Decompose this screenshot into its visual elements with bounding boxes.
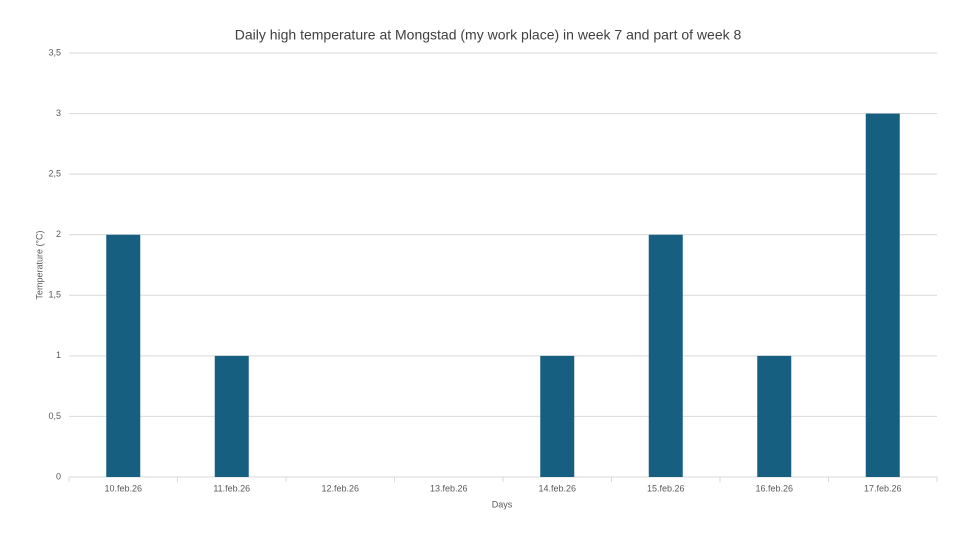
bar bbox=[757, 355, 792, 477]
y-tick-label: 1,5 bbox=[48, 290, 61, 300]
y-tick-label: 2,5 bbox=[48, 169, 61, 179]
bar bbox=[214, 355, 249, 477]
y-tick-label: 3 bbox=[56, 108, 61, 118]
x-tick-label: 15.feb.26 bbox=[647, 483, 685, 493]
x-tick-label: 16.feb.26 bbox=[755, 483, 793, 493]
x-axis-title: Days bbox=[492, 499, 513, 509]
x-tick-label: 11.feb.26 bbox=[213, 483, 250, 493]
y-tick-label: 0,5 bbox=[48, 411, 61, 421]
x-tick-label: 10.feb.26 bbox=[104, 483, 142, 493]
chart-title: Daily high temperature at Mongstad (my w… bbox=[235, 27, 742, 43]
x-tick-label: 13.feb.26 bbox=[430, 483, 468, 493]
bar bbox=[540, 355, 575, 477]
y-tick-label: 1 bbox=[56, 350, 61, 360]
x-tick-label: 14.feb.26 bbox=[538, 483, 576, 493]
x-tick-label: 17.feb.26 bbox=[864, 483, 902, 493]
y-tick-label: 0 bbox=[56, 471, 61, 481]
y-tick-label: 2 bbox=[56, 229, 61, 239]
bar bbox=[106, 234, 141, 477]
bar bbox=[865, 113, 900, 478]
y-tick-label: 3,5 bbox=[48, 47, 61, 57]
bar bbox=[648, 234, 683, 477]
x-tick-label: 12.feb.26 bbox=[321, 483, 359, 493]
y-axis-title: Temperature (°C) bbox=[34, 230, 44, 299]
